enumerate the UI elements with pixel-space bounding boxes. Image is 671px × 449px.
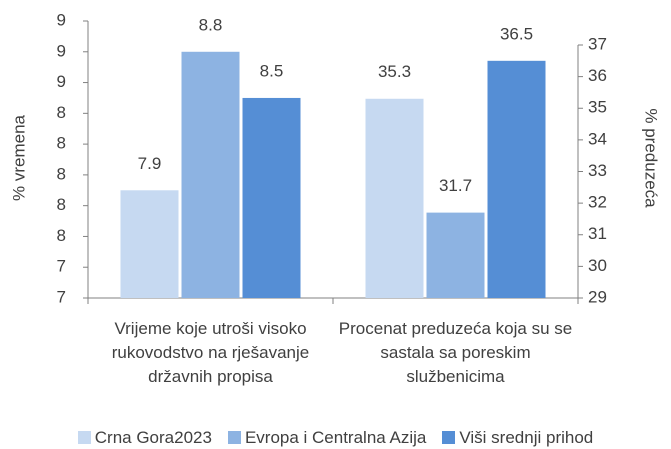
data-label: 8.5 xyxy=(260,61,284,80)
bar xyxy=(487,60,546,298)
legend-label: Crna Gora2023 xyxy=(94,428,212,447)
legend-item: Crna Gora2023 xyxy=(77,428,212,448)
y-tick-label: 9 xyxy=(57,72,66,91)
data-label: 36.5 xyxy=(500,24,533,43)
legend-swatch xyxy=(227,431,241,444)
y2-tick-label: 34 xyxy=(588,129,607,148)
y-tick-label: 8 xyxy=(57,195,66,214)
legend: Crna Gora2023 Evropa i Centralna Azija Viš… xyxy=(0,428,671,448)
y2-tick-label: 35 xyxy=(588,98,607,117)
legend-swatch xyxy=(77,431,91,444)
y2-axis-label: % preduzeća xyxy=(642,108,661,208)
y-tick-label: 8 xyxy=(57,226,66,245)
data-label: 35.3 xyxy=(378,62,411,81)
legend-label: Evropa i Centralna Azija xyxy=(244,428,427,447)
y2-tick-label: 37 xyxy=(588,34,607,53)
bar xyxy=(120,190,179,298)
legend-swatch xyxy=(442,431,456,444)
bar xyxy=(242,97,301,298)
y-tick-label: 8 xyxy=(57,164,66,183)
y2-tick-label: 36 xyxy=(588,66,607,85)
bar xyxy=(426,212,485,298)
data-label: 7.9 xyxy=(138,154,162,173)
y2-tick-label: 29 xyxy=(588,287,607,306)
y2-tick-label: 33 xyxy=(588,161,607,180)
y2-tick-label: 30 xyxy=(588,256,607,275)
y-tick-label: 8 xyxy=(57,134,66,153)
y2-tick-label: 32 xyxy=(588,193,607,212)
y-tick-label: 9 xyxy=(57,10,66,29)
data-label: 8.8 xyxy=(199,15,223,34)
y-tick-label: 7 xyxy=(57,257,66,276)
y-tick-label: 9 xyxy=(57,41,66,60)
bar xyxy=(181,51,240,299)
y-tick-label: 8 xyxy=(57,103,66,122)
bar xyxy=(365,98,424,298)
x-tick-label: Procenat preduzeća koja su se sastala sa… xyxy=(338,319,573,386)
legend-item: Viši srednji prihod xyxy=(442,428,593,448)
legend-label: Viši srednji prihod xyxy=(459,428,594,447)
y-axis-label: % vremena xyxy=(9,114,28,201)
y-tick-label: 7 xyxy=(57,287,66,306)
legend-item: Evropa i Centralna Azija xyxy=(227,428,427,448)
y2-tick-label: 31 xyxy=(588,224,607,243)
data-label: 31.7 xyxy=(439,176,472,195)
x-tick-label: Vrijeme koje utroši visoko rukovodstvo n… xyxy=(111,319,310,386)
